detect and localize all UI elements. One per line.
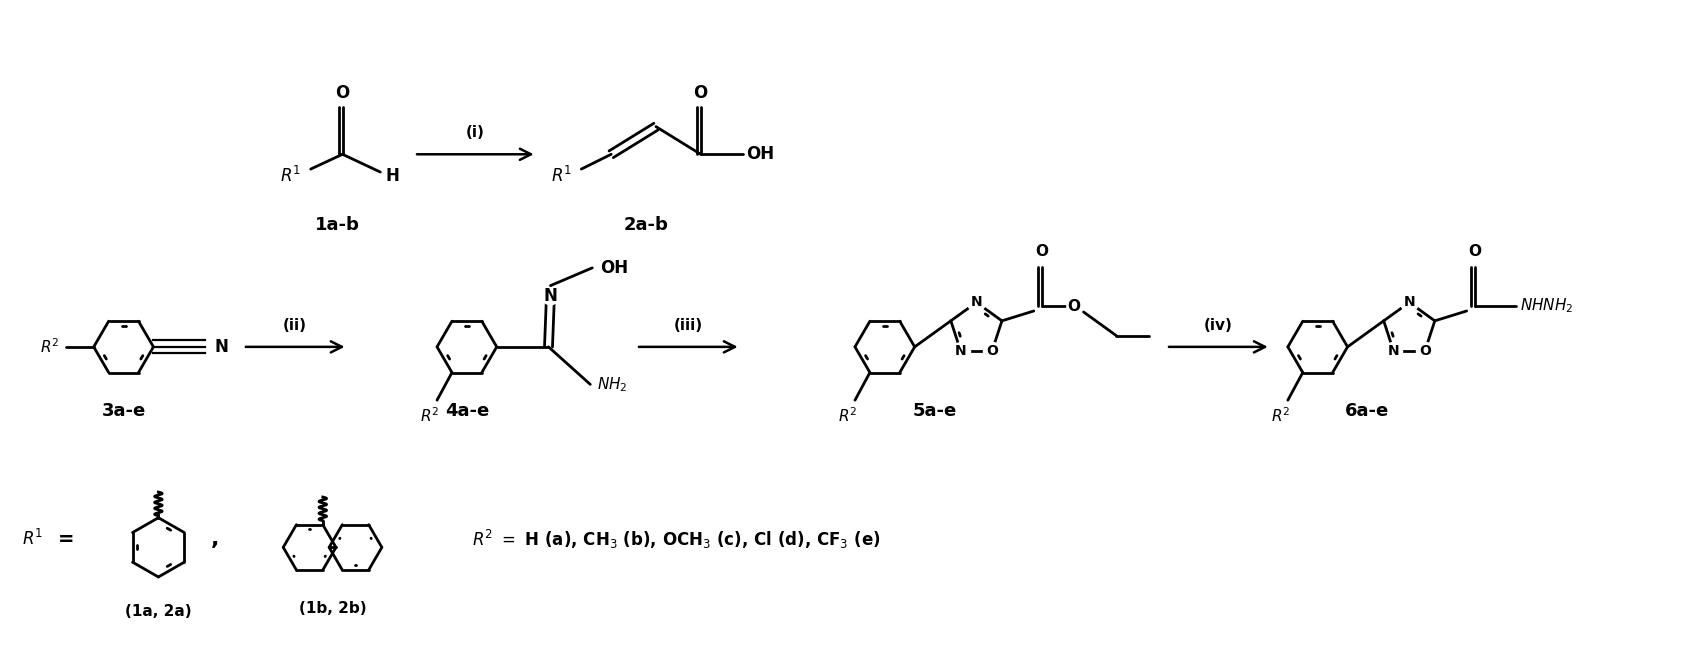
Text: (i): (i) <box>466 125 484 140</box>
Text: =: = <box>58 530 75 549</box>
Text: OH: OH <box>600 259 629 277</box>
Text: N: N <box>1387 343 1399 358</box>
Text: $NHNH_2$: $NHNH_2$ <box>1520 296 1572 315</box>
Text: (1b, 2b): (1b, 2b) <box>299 601 367 616</box>
Text: $R^1$: $R^1$ <box>22 530 42 550</box>
Text: N: N <box>1404 296 1414 309</box>
Text: $R^1$: $R^1$ <box>280 166 301 186</box>
Text: N: N <box>214 338 228 356</box>
Text: O: O <box>1420 343 1431 358</box>
Text: $R^2$: $R^2$ <box>420 407 440 425</box>
Text: $R^2$: $R^2$ <box>1272 407 1290 425</box>
Text: OH: OH <box>746 145 775 163</box>
Text: 6a-e: 6a-e <box>1345 402 1389 420</box>
Text: (iv): (iv) <box>1204 318 1232 333</box>
Text: 2a-b: 2a-b <box>624 216 668 235</box>
Text: O: O <box>1068 298 1080 314</box>
Text: (ii): (ii) <box>284 318 308 333</box>
Text: 1a-b: 1a-b <box>314 216 360 235</box>
Text: $R^2$: $R^2$ <box>41 337 60 356</box>
Text: (iii): (iii) <box>673 318 702 333</box>
Text: 3a-e: 3a-e <box>102 402 146 420</box>
Text: $NH_2$: $NH_2$ <box>597 375 627 394</box>
Text: O: O <box>986 343 998 358</box>
Text: (1a, 2a): (1a, 2a) <box>126 604 192 619</box>
Text: O: O <box>335 84 350 102</box>
Text: 4a-e: 4a-e <box>445 402 490 420</box>
Text: ,: , <box>211 530 219 550</box>
Text: N: N <box>955 343 966 358</box>
Text: H: H <box>386 167 400 185</box>
Text: $R^1$: $R^1$ <box>551 166 571 186</box>
Text: 5a-e: 5a-e <box>913 402 957 420</box>
Text: O: O <box>694 84 707 102</box>
Text: O: O <box>1035 244 1049 259</box>
Text: $R^2$ $=$ H ($\mathbf{a}$), CH$_3$ ($\mathbf{b}$), OCH$_3$ ($\mathbf{c}$), Cl ($: $R^2$ $=$ H ($\mathbf{a}$), CH$_3$ ($\ma… <box>473 528 881 551</box>
Text: N: N <box>971 296 983 309</box>
Text: $R^2$: $R^2$ <box>838 407 858 425</box>
Text: N: N <box>544 286 558 304</box>
Text: O: O <box>1469 244 1481 259</box>
